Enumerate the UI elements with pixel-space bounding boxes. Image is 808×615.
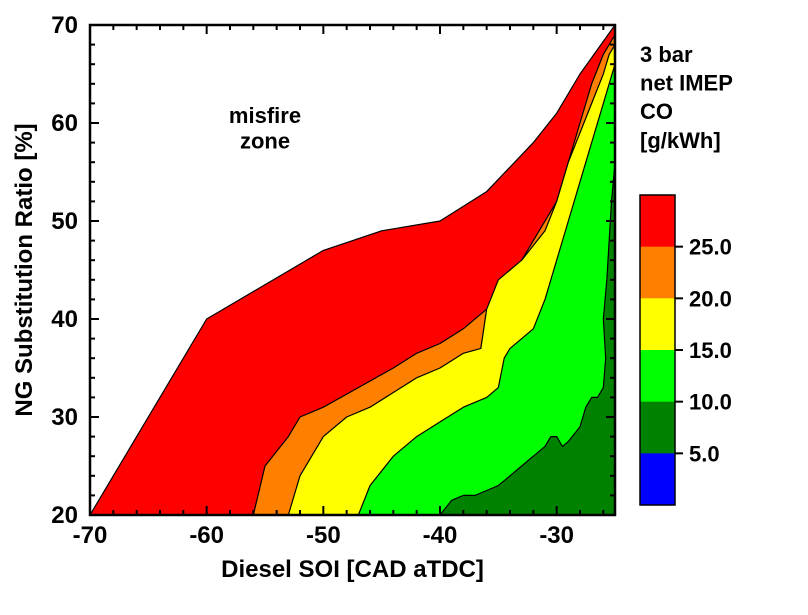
legend-swatch (640, 402, 675, 454)
y-axis-label: NG Substitution Ratio [%] (11, 123, 38, 416)
x-tick-label: -30 (539, 522, 574, 549)
y-tick-label: 60 (51, 110, 78, 137)
x-tick-label: -50 (306, 522, 341, 549)
legend-swatch (640, 453, 675, 505)
y-tick-label: 20 (51, 502, 78, 529)
legend-swatch (640, 298, 675, 350)
x-tick-label: -40 (423, 522, 458, 549)
y-tick-label: 70 (51, 12, 78, 39)
y-tick-label: 40 (51, 306, 78, 333)
legend-swatch (640, 350, 675, 402)
legend-tick-label: 10.0 (689, 390, 732, 415)
x-axis-label: Diesel SOI [CAD aTDC] (221, 556, 484, 583)
legend-swatch (640, 247, 675, 299)
legend-colorbar (640, 195, 675, 506)
legend-tick-label: 5.0 (689, 441, 720, 466)
legend-ticks: 25.0 20.0 15.0 10.0 5.0 (675, 235, 732, 467)
legend-tick-label: 20.0 (689, 286, 732, 311)
legend-swatch (640, 195, 675, 247)
y-tick-label: 30 (51, 404, 78, 431)
contour-chart: -70-60-50-40-30203040506070Diesel SOI [C… (0, 0, 808, 615)
legend-tick-label: 15.0 (689, 338, 732, 363)
legend-title: 3 barnet IMEPCO[g/kWh] (640, 42, 733, 153)
x-tick-label: -60 (189, 522, 224, 549)
legend-tick-label: 25.0 (689, 235, 732, 260)
chart-figure: { "canvas": { "width": 808, "height": 61… (0, 0, 808, 615)
y-tick-label: 50 (51, 208, 78, 235)
